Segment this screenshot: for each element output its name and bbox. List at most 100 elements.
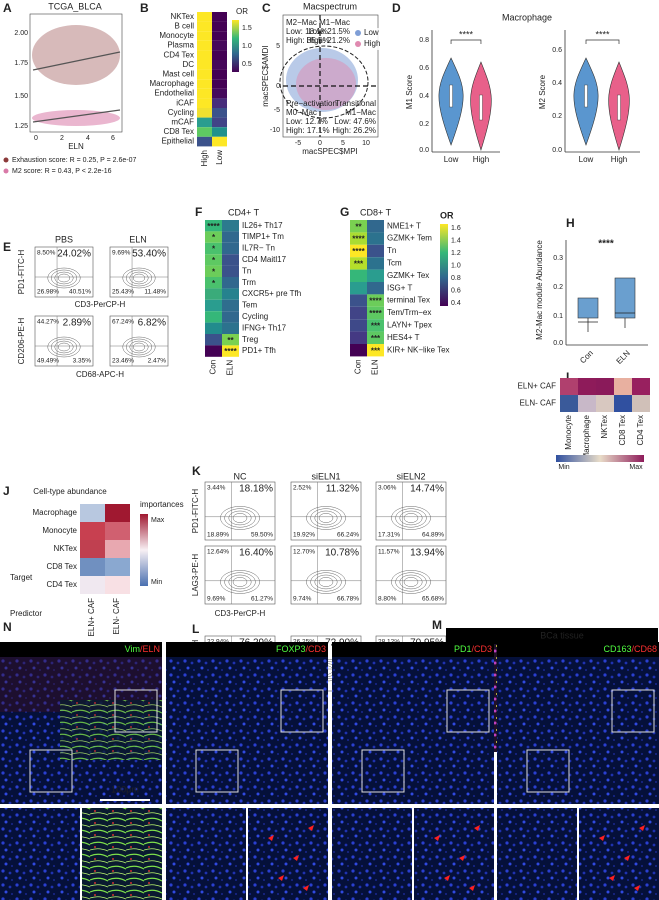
heatmap-cell bbox=[80, 522, 105, 540]
heatmap-cell bbox=[212, 79, 227, 89]
gate-percent: 12.70% bbox=[293, 549, 315, 556]
contour bbox=[54, 340, 74, 354]
heatmap-cell bbox=[205, 277, 222, 289]
panel-label: B bbox=[140, 1, 149, 15]
row-label: Endothelial bbox=[154, 89, 194, 98]
heatmap-cell bbox=[367, 344, 384, 357]
heatmap-cell bbox=[367, 294, 384, 307]
heatmap-cell bbox=[105, 522, 130, 540]
heatmap-cell bbox=[367, 282, 384, 295]
arrowhead bbox=[303, 885, 309, 891]
heatmap-cell bbox=[222, 254, 239, 266]
legend-tick: 0.5 bbox=[242, 61, 252, 68]
significance: * bbox=[212, 256, 216, 265]
gate-percent: 53.40% bbox=[132, 249, 166, 260]
column-label: Macrophage bbox=[582, 414, 591, 459]
row-label: Mast cell bbox=[162, 70, 194, 79]
heatmap-cell bbox=[222, 231, 239, 243]
contour bbox=[220, 570, 260, 594]
legend-tick: 1.6 bbox=[451, 225, 461, 232]
heatmap-cell bbox=[632, 378, 650, 395]
heatmap-cell bbox=[614, 378, 632, 395]
heatmap-cell bbox=[350, 306, 367, 320]
row-label: GZMK+ Tem bbox=[387, 234, 432, 243]
y-axis-label: macSPEC$AMDI bbox=[261, 45, 270, 106]
column-label: Con bbox=[209, 360, 218, 375]
roi-box bbox=[29, 749, 73, 793]
contour bbox=[403, 513, 419, 523]
roi-box bbox=[526, 749, 570, 793]
box bbox=[449, 84, 453, 108]
zoom-image bbox=[248, 808, 328, 900]
gate-percent: 9.69% bbox=[112, 250, 131, 257]
axis-title: Target bbox=[10, 573, 33, 582]
x-tick-label: 10 bbox=[362, 140, 370, 147]
arrowhead bbox=[474, 825, 480, 831]
contour bbox=[50, 269, 78, 287]
header-band bbox=[166, 642, 328, 657]
heatmap-cell bbox=[197, 69, 212, 80]
image-title: BCa tissue bbox=[540, 630, 584, 640]
heatmap-cell bbox=[197, 79, 212, 89]
heatmap-cell bbox=[350, 232, 367, 245]
row-label: NKTex bbox=[53, 544, 77, 553]
column-label: ELN- CAF bbox=[112, 598, 121, 635]
heatmap-cell bbox=[205, 242, 222, 255]
contour bbox=[395, 572, 427, 592]
gate-percent: 9.69% bbox=[207, 596, 226, 603]
heatmap-cell bbox=[367, 269, 384, 282]
condition-label: siELN1 bbox=[311, 471, 340, 481]
legend-label: M2 score: R = 0.43, P < 2.2e-16 bbox=[12, 168, 112, 175]
heatmap-cell bbox=[205, 288, 222, 300]
legend-label: Min bbox=[558, 464, 569, 471]
contour bbox=[318, 577, 334, 587]
panel-label: M bbox=[432, 618, 442, 632]
colorbar bbox=[140, 514, 148, 586]
y-axis-label: PD1-FITC-H bbox=[191, 489, 200, 534]
heatmap-cell bbox=[350, 269, 367, 282]
gate-percent: 17.31% bbox=[378, 532, 400, 539]
channel-header: CD163/CD68 bbox=[603, 644, 657, 654]
column-label: Monocyte bbox=[564, 414, 573, 449]
heatmap-cell bbox=[367, 319, 384, 332]
y-tick-label: 0 bbox=[276, 83, 280, 90]
y-axis-label: LAG3-PE-H bbox=[191, 554, 200, 596]
contour bbox=[310, 572, 342, 592]
contour bbox=[125, 338, 153, 356]
condition-label: PBS bbox=[55, 234, 73, 244]
heatmap-cell bbox=[197, 108, 212, 118]
row-label: NME1+ T bbox=[387, 221, 421, 230]
legend-dot bbox=[3, 157, 9, 163]
roi-box bbox=[361, 749, 405, 793]
significance: *** bbox=[354, 260, 364, 269]
row-label: Macrophage bbox=[33, 508, 78, 517]
contour bbox=[232, 513, 248, 523]
heatmap-cell bbox=[222, 265, 239, 277]
x-axis-label: macSPEC$MPI bbox=[302, 147, 358, 156]
x-tick-label: Low bbox=[579, 155, 594, 164]
panel-label: G bbox=[340, 205, 349, 219]
contour bbox=[132, 273, 146, 283]
significance: *** bbox=[371, 334, 381, 343]
row-label: CD4 Maitl17 bbox=[242, 255, 287, 264]
contour bbox=[125, 269, 153, 287]
gate-percent: 9.74% bbox=[293, 596, 312, 603]
contour bbox=[57, 273, 71, 283]
heatmap-cell bbox=[367, 331, 384, 344]
zoom-image bbox=[82, 808, 162, 900]
column-label: ELN bbox=[371, 359, 380, 375]
heatmap-cell bbox=[205, 254, 222, 266]
contour bbox=[224, 572, 256, 592]
column-label: CD4 Tex bbox=[636, 415, 645, 446]
heatmap-cell bbox=[222, 334, 239, 346]
channel-label: FOXP3 bbox=[276, 644, 306, 654]
heatmap-cell bbox=[350, 220, 367, 233]
gate-percent: 3.44% bbox=[207, 485, 226, 492]
significance: * bbox=[212, 267, 216, 276]
legend-label: Max bbox=[629, 464, 643, 471]
roi-box bbox=[611, 689, 655, 733]
roi-box bbox=[446, 689, 490, 733]
legend-tick: 0.4 bbox=[451, 300, 461, 307]
heatmap-cell bbox=[205, 311, 222, 323]
legend-label: Low bbox=[364, 28, 379, 37]
